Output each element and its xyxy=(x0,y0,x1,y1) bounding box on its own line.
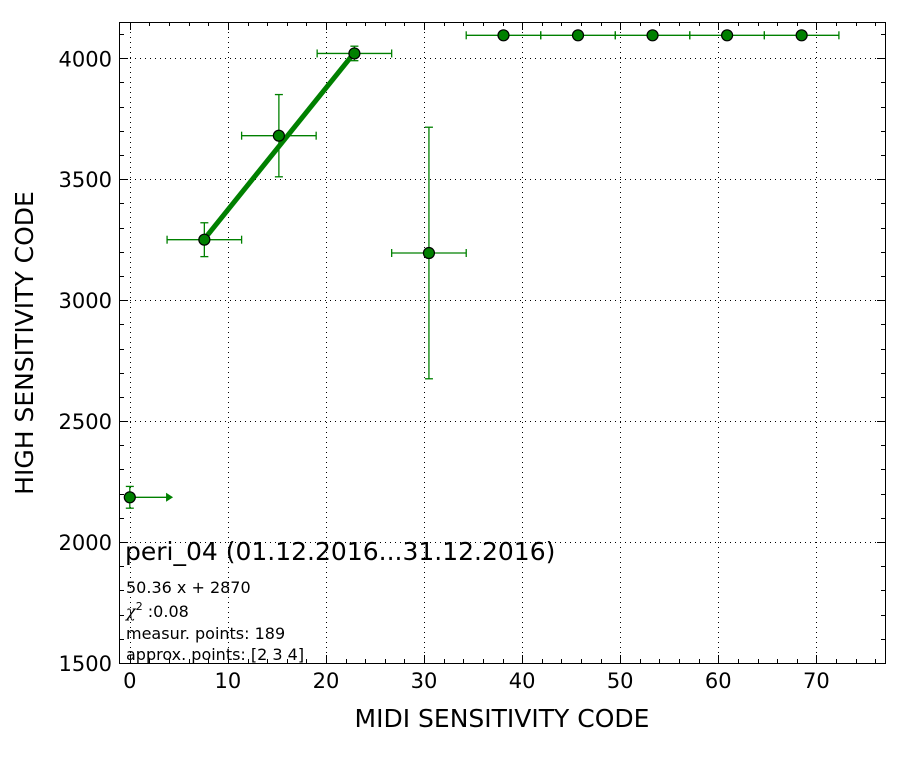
x-tick-label: 70 xyxy=(803,669,830,693)
annotation-equation: 50.36 x + 2870 xyxy=(126,578,251,597)
data-point xyxy=(422,246,436,260)
data-point xyxy=(795,29,808,42)
data-point xyxy=(646,29,659,42)
data-points xyxy=(123,29,808,504)
tick-marks xyxy=(120,22,885,664)
x-tick-label: 50 xyxy=(607,669,634,693)
data-point xyxy=(720,29,734,42)
annotation-block: peri_04 (01.12.2016...31.12.2016) 50.36 … xyxy=(125,537,555,664)
y-tick-label: 2500 xyxy=(59,410,112,434)
chi-symbol: χ xyxy=(125,602,137,621)
data-point xyxy=(123,491,136,504)
tick-labels: 0 10 20 30 40 50 60 70 1500 2000 2500 3000 3500 4000 xyxy=(59,47,830,693)
x-axis-title: MIDI SENSITIVITY CODE xyxy=(355,704,650,733)
x-tick-label: 0 xyxy=(123,669,136,693)
annotation-measur-points: measur. points: 189 xyxy=(126,624,285,643)
x-tick-label: 30 xyxy=(411,669,438,693)
y-tick-label: 1500 xyxy=(59,652,112,676)
x-limit-arrow xyxy=(166,492,174,502)
data-point xyxy=(198,233,211,246)
annotation-heading: peri_04 (01.12.2016...31.12.2016) xyxy=(125,537,555,566)
data-point xyxy=(497,29,510,42)
y-tick-label: 3500 xyxy=(59,168,112,192)
x-tick-label: 20 xyxy=(313,669,340,693)
grid xyxy=(120,22,885,664)
annotation-chi-square: χ2 :0.08 xyxy=(125,600,189,621)
annotation-approx-points: approx. points: [2 3 4] xyxy=(126,645,304,664)
x-tick-label: 40 xyxy=(509,669,536,693)
x-tick-label: 60 xyxy=(705,669,732,693)
chi-value: :0.08 xyxy=(143,602,189,621)
y-axis-title: HIGH SENSITIVITY CODE xyxy=(10,191,39,495)
plot-frame xyxy=(119,22,886,664)
data-point xyxy=(272,129,285,142)
chi-superscript: 2 xyxy=(136,600,143,613)
y-tick-label: 2000 xyxy=(59,531,112,555)
data-point xyxy=(348,47,361,60)
data-point xyxy=(571,29,585,42)
y-tick-label: 3000 xyxy=(59,289,112,313)
x-tick-label: 10 xyxy=(215,669,242,693)
y-tick-label: 4000 xyxy=(59,47,112,71)
